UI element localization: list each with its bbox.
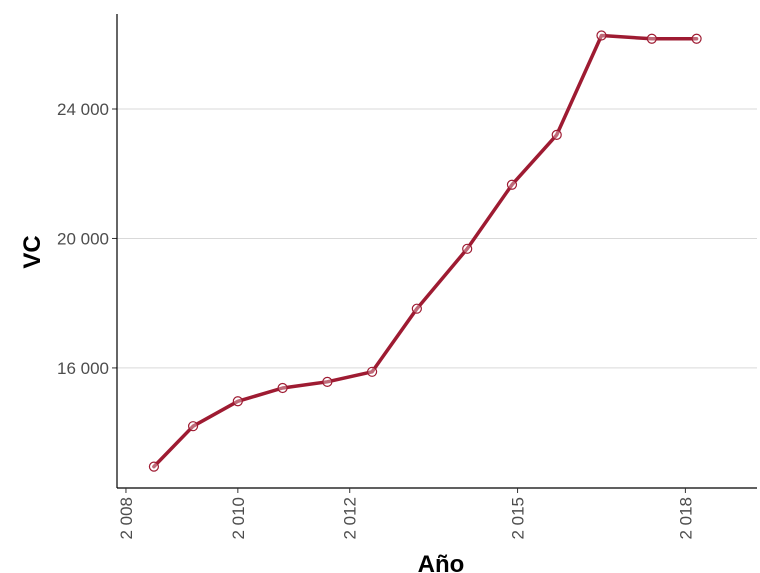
x-axis-title: Año: [418, 551, 465, 573]
data-point: [187, 421, 199, 432]
data-point: [646, 33, 657, 44]
data-point: [367, 366, 378, 377]
tick-labels: 16 000 20 000 24 000 2 008 2 010 2 012 2 015 2 …: [57, 100, 695, 540]
data-point: [322, 376, 333, 387]
data-point: [232, 396, 243, 407]
axes: [112, 14, 757, 493]
y-tick-label: 24 000: [57, 100, 109, 119]
data-point: [691, 33, 702, 44]
data-point: [551, 129, 562, 140]
x-tick-label: 2 008: [117, 497, 136, 540]
y-axis-title: VC: [19, 235, 46, 268]
x-tick-label: 2 015: [509, 497, 528, 540]
data-point: [148, 461, 160, 472]
series-layer: [148, 30, 702, 472]
y-tick-label: 20 000: [57, 229, 109, 248]
data-point: [506, 179, 518, 190]
x-tick-label: 2 010: [229, 497, 248, 540]
x-tick-label: 2 018: [676, 497, 695, 540]
data-point: [462, 243, 473, 254]
data-point: [277, 382, 288, 394]
data-point: [411, 303, 422, 314]
y-tick-label: 16 000: [57, 359, 109, 378]
data-point: [596, 30, 607, 41]
series-line: [152, 33, 699, 469]
gridlines: [117, 108, 757, 369]
x-tick-label: 2 012: [341, 497, 360, 540]
